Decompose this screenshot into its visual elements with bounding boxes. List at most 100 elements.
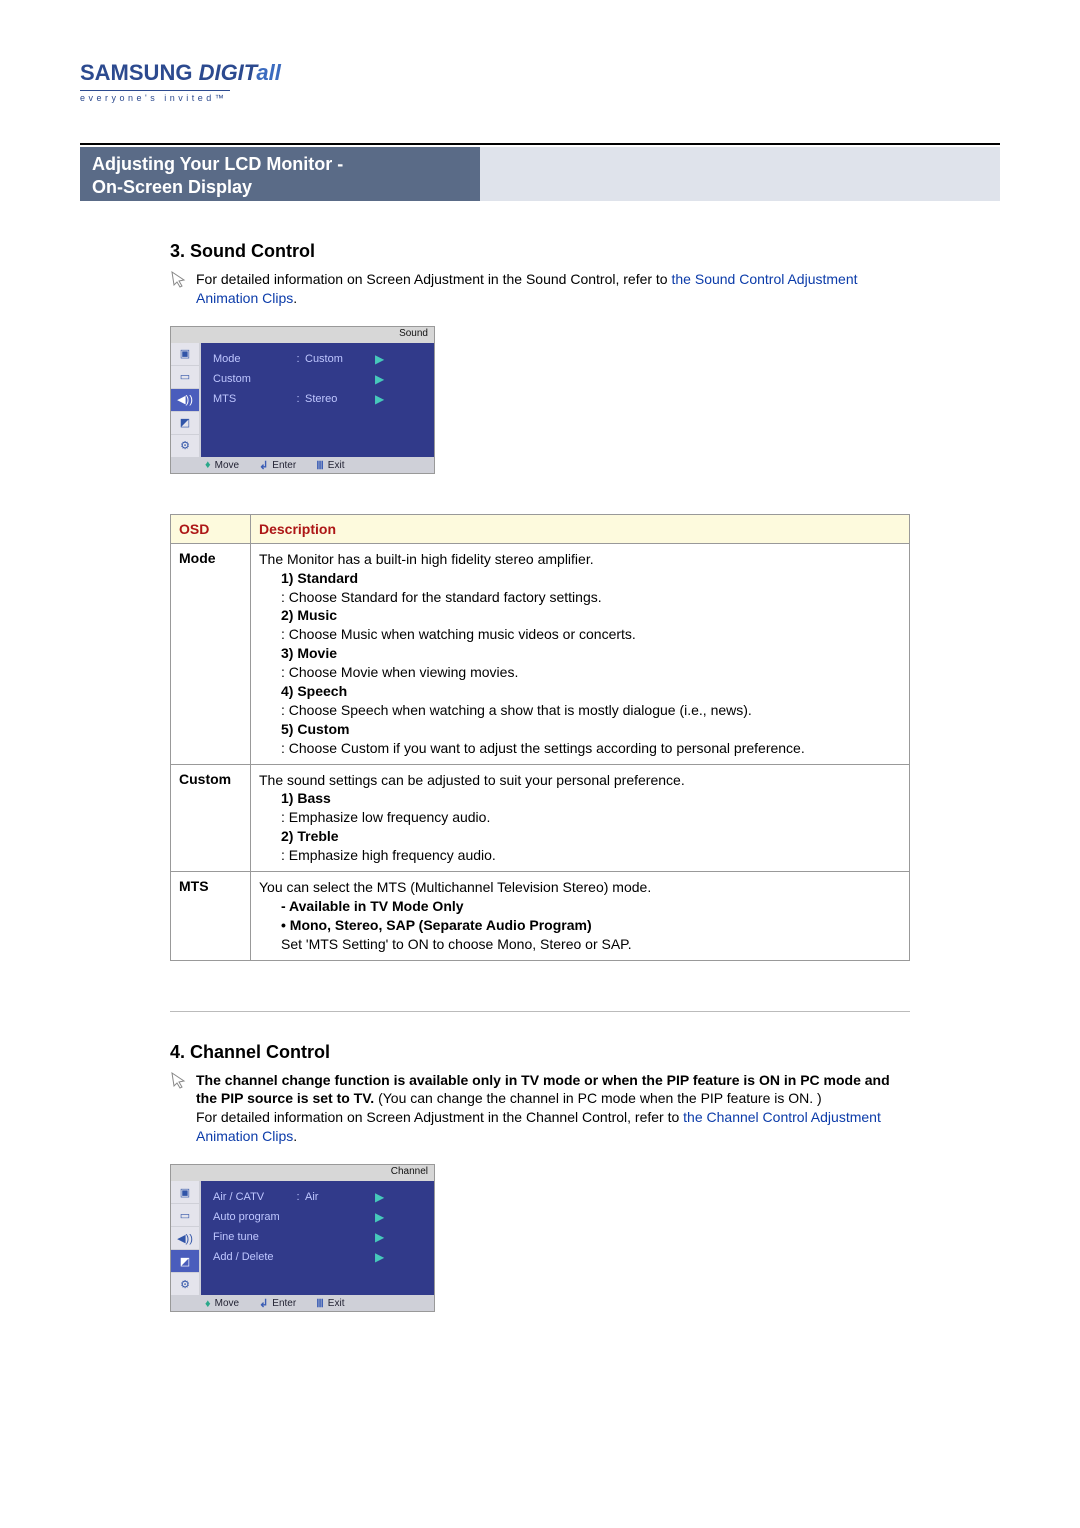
section4-intro-text: The channel change function is available…: [196, 1071, 910, 1147]
osd-row-colon: :: [291, 1191, 305, 1203]
osd-footer-label: Enter: [272, 1298, 296, 1309]
th-desc: Description: [251, 514, 910, 543]
osd-footer-label: Exit: [328, 1298, 345, 1309]
section4-title: 4. Channel Control: [170, 1042, 910, 1063]
osd-footer-sym-icon: Ⅲ: [316, 459, 324, 472]
logo-area: SAMSUNG DIGITall everyone's invited™: [0, 0, 1080, 123]
osd-icon-picture: ▣: [171, 343, 199, 365]
osd-row: Air / CATV:Air▶: [213, 1187, 428, 1207]
osd-row-label: Add / Delete: [213, 1251, 291, 1263]
osd-row-arrow-icon: ▶: [375, 1190, 395, 1204]
table-desc-cell: The Monitor has a built-in high fidelity…: [251, 543, 910, 764]
th-osd: OSD: [171, 514, 251, 543]
osd-row-arrow-icon: ▶: [375, 372, 395, 386]
osd-row-value: Custom: [305, 353, 375, 365]
osd-footer-item: Ⅲ Exit: [316, 458, 344, 473]
section3-intro: For detailed information on Screen Adjus…: [170, 270, 910, 308]
osd-footer-item: ♦ Move: [205, 458, 239, 473]
section4-intro: The channel change function is available…: [170, 1071, 910, 1147]
table-desc-cell: You can select the MTS (Multichannel Tel…: [251, 872, 910, 961]
osd-icon-setup: ⚙: [171, 1273, 199, 1295]
osd-footer-sym-icon: ♦: [205, 459, 211, 471]
osd-row-value: Air: [305, 1191, 375, 1203]
osd-footer-sym-icon: ↲: [259, 459, 268, 472]
osd-row: MTS:Stereo▶: [213, 389, 428, 409]
page-header-spacer: [480, 147, 1000, 201]
desc-bold-line: • Mono, Stereo, SAP (Separate Audio Prog…: [259, 916, 901, 935]
section4-paren: (You can change the channel in PC mode w…: [378, 1090, 822, 1106]
desc-tail: Set 'MTS Setting' to ON to choose Mono, …: [259, 935, 901, 954]
osd-icon-sound: ◀)): [171, 1227, 199, 1249]
osd-row-colon: :: [291, 393, 305, 405]
logo: SAMSUNG DIGITall: [80, 60, 1080, 86]
pointer-icon: [170, 270, 190, 308]
osd-row-arrow-icon: ▶: [375, 1230, 395, 1244]
osd-row: Fine tune ▶: [213, 1227, 428, 1247]
desc-item-body: : Emphasize high frequency audio.: [259, 846, 901, 865]
desc-item-body: : Choose Movie when viewing movies.: [259, 663, 901, 682]
section3-intro-post: .: [293, 290, 297, 306]
desc-item-head: 1) Bass: [259, 789, 901, 808]
osd-icon-picture: ▣: [171, 1181, 199, 1203]
logo-underline: [80, 90, 230, 91]
osd-row-label: Custom: [213, 373, 291, 385]
osd-icon-strip: ▣ ▭ ◀)) ◩ ⚙: [171, 1181, 201, 1295]
desc-intro: The sound settings can be adjusted to su…: [259, 771, 901, 790]
osd-footer-item: ↲ Enter: [259, 458, 296, 473]
osd-row-arrow-icon: ▶: [375, 1210, 395, 1224]
page-header-line2: On-Screen Display: [92, 176, 468, 199]
osd-row-label: Fine tune: [213, 1231, 291, 1243]
osd-row-label: Air / CATV: [213, 1191, 291, 1203]
page-header-line1: Adjusting Your LCD Monitor -: [92, 153, 468, 176]
osd-row-colon: :: [291, 353, 305, 365]
desc-item-head: 5) Custom: [259, 720, 901, 739]
osd-row-arrow-icon: ▶: [375, 1250, 395, 1264]
osd-footer-label: Exit: [328, 460, 345, 471]
osd-footer-sym-icon: ↲: [259, 1297, 268, 1310]
osd-footer-label: Move: [215, 460, 239, 471]
desc-item-body: : Choose Standard for the standard facto…: [259, 588, 901, 607]
osd-footer-sym-icon: ♦: [205, 1298, 211, 1310]
logo-tagline: everyone's invited™: [80, 93, 1080, 103]
osd-icon-setup: ⚙: [171, 435, 199, 457]
osd-row-arrow-icon: ▶: [375, 392, 395, 406]
osd-footer-label: Enter: [272, 460, 296, 471]
osd-icon-sound: ◀)): [171, 389, 199, 411]
osd-row-value: Stereo: [305, 393, 375, 405]
mid-divider: [170, 1011, 910, 1012]
page-header-title: Adjusting Your LCD Monitor - On-Screen D…: [80, 147, 480, 201]
logo-digit: DIGIT: [199, 60, 257, 85]
osd-icon-channel: ◩: [171, 1250, 199, 1272]
desc-item-head: 2) Treble: [259, 827, 901, 846]
section4-intro2-pre: For detailed information on Screen Adjus…: [196, 1109, 683, 1125]
osd-icon-input: ▭: [171, 366, 199, 388]
section3-title: 3. Sound Control: [170, 241, 910, 262]
pointer-icon: [170, 1071, 190, 1147]
desc-item-head: 4) Speech: [259, 682, 901, 701]
table-osd-cell: Custom: [171, 764, 251, 871]
table-osd-cell: Mode: [171, 543, 251, 764]
osd-sound-rows: Mode:Custom▶Custom▶MTS:Stereo▶: [201, 343, 434, 457]
desc-item-body: : Choose Custom if you want to adjust th…: [259, 739, 901, 758]
table-osd-cell: MTS: [171, 872, 251, 961]
desc-intro: The Monitor has a built-in high fidelity…: [259, 550, 901, 569]
osd-row: Custom ▶: [213, 369, 428, 389]
osd-channel-title: Channel: [171, 1165, 434, 1181]
desc-item-head: 2) Music: [259, 606, 901, 625]
osd-table: OSD Description Mode The Monitor has a bu…: [170, 514, 910, 961]
desc-item-head: 1) Standard: [259, 569, 901, 588]
osd-footer-label: Move: [215, 1298, 239, 1309]
osd-footer-item: Ⅲ Exit: [316, 1296, 344, 1311]
table-desc-cell: The sound settings can be adjusted to su…: [251, 764, 910, 871]
osd-row: Add / Delete ▶: [213, 1247, 428, 1267]
osd-row-label: Auto program: [213, 1211, 291, 1223]
osd-footer-sym-icon: Ⅲ: [316, 1297, 324, 1310]
section3-intro-text: For detailed information on Screen Adjus…: [196, 270, 910, 308]
content: 3. Sound Control For detailed informatio…: [170, 241, 910, 1312]
logo-all: all: [256, 60, 280, 85]
osd-row-arrow-icon: ▶: [375, 352, 395, 366]
desc-item-body: : Emphasize low frequency audio.: [259, 808, 901, 827]
desc-item-body: : Choose Speech when watching a show tha…: [259, 701, 901, 720]
osd-footer-item: ♦ Move: [205, 1296, 239, 1311]
desc-item-body: : Choose Music when watching music video…: [259, 625, 901, 644]
